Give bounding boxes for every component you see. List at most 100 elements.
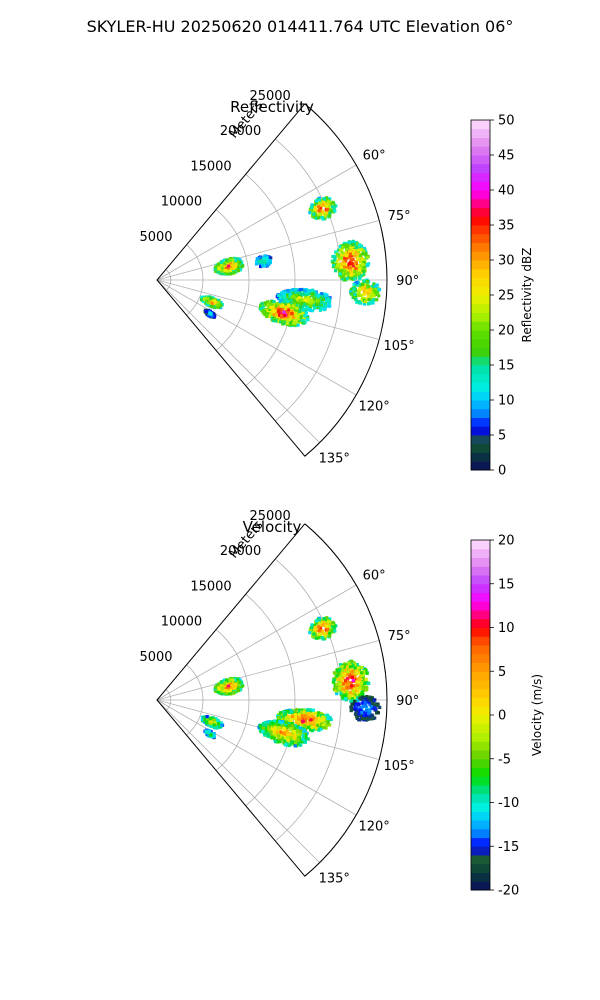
colorbar-segment — [471, 837, 490, 847]
colorbar-segment — [471, 417, 490, 427]
echo-cell — [353, 666, 357, 670]
echo-cell — [298, 305, 302, 309]
echo-cell — [351, 243, 355, 247]
colorbar-segment — [471, 382, 490, 392]
echo-cell — [267, 724, 271, 728]
echo-cell — [219, 260, 223, 264]
echo-cell — [322, 200, 326, 204]
echo-cell — [328, 212, 332, 216]
echo-cell — [280, 298, 284, 302]
reflectivity-panel: Reflectivity 500010000150002000025000Met… — [139, 89, 419, 466]
echo-cell — [213, 718, 217, 722]
echo-cell — [293, 288, 297, 292]
echo-cell — [238, 688, 242, 692]
echo-cell — [296, 742, 300, 746]
echo-cell — [303, 740, 307, 744]
echo-cell — [337, 264, 342, 268]
echo-cell — [365, 685, 369, 689]
echo-cell — [303, 724, 307, 728]
echo-cell — [359, 272, 363, 276]
echo-cell — [352, 283, 356, 287]
echo-cell — [317, 216, 321, 220]
echo-cell — [338, 248, 342, 252]
echo-cell — [318, 214, 322, 218]
echo-cell — [361, 675, 365, 679]
echo-cell — [225, 678, 229, 682]
echo-cell — [346, 243, 350, 247]
echo-cell — [346, 670, 350, 674]
echo-cell — [357, 290, 361, 294]
echo-cell — [304, 711, 308, 715]
echo-cell — [265, 258, 269, 263]
echo-cell — [317, 629, 321, 633]
echo-cell — [324, 622, 328, 627]
echo-cell — [272, 734, 276, 738]
colorbar-segment — [471, 365, 490, 375]
echo-cell — [282, 300, 286, 304]
colorbar-segment — [471, 820, 490, 830]
sector-frame — [156, 523, 388, 877]
echo-cell — [361, 262, 365, 267]
echo-cell — [356, 293, 360, 298]
echo-cell — [346, 673, 350, 677]
echo-cell — [268, 314, 272, 318]
colorbar-segment — [471, 741, 490, 751]
echo-cell — [359, 266, 363, 270]
echo-cell — [323, 634, 327, 638]
echo-cell — [352, 273, 356, 277]
echo-cell — [363, 704, 367, 708]
echo-cell — [368, 702, 372, 706]
echo-cell — [349, 290, 353, 294]
colorbar-segment — [471, 146, 490, 156]
echo-cell — [339, 674, 343, 678]
echo-cell — [232, 271, 236, 275]
echo-cell — [323, 212, 327, 216]
colorbar-segment — [471, 680, 490, 690]
echo-cell — [359, 711, 364, 715]
echo-cell — [318, 296, 322, 300]
echo-cell — [362, 292, 366, 296]
colorbar-segment — [471, 767, 490, 777]
echo-cell — [354, 680, 358, 684]
echo-cell — [333, 209, 337, 213]
echo-cell — [303, 732, 307, 736]
echo-cell — [221, 686, 225, 690]
echo-cell — [348, 254, 352, 258]
echo-cell — [293, 316, 297, 320]
echo-cell — [353, 689, 358, 693]
echo-cell — [318, 206, 323, 211]
echo-cell — [362, 246, 367, 251]
echo-cell — [226, 267, 230, 271]
echo-cell — [301, 719, 305, 723]
echo-cell — [328, 304, 332, 308]
echo-cell — [263, 723, 268, 727]
echo-cell — [360, 671, 364, 675]
echo-cell — [365, 263, 369, 267]
echo-cell — [261, 729, 265, 733]
echo-cell — [296, 728, 300, 733]
echo-cell — [214, 687, 218, 691]
echo-cell — [342, 663, 346, 668]
echo-cell — [316, 621, 320, 625]
echo-cell — [318, 305, 322, 309]
echo-cell — [304, 311, 308, 315]
echo-cell — [270, 730, 274, 734]
echo-cell — [226, 689, 230, 693]
colorbar-segment — [471, 312, 490, 322]
echo-cell — [317, 636, 321, 640]
echo-cell — [308, 708, 312, 712]
echo-cell — [241, 264, 245, 268]
colorbar-segment — [471, 732, 490, 742]
echo-cell — [282, 736, 287, 740]
echo-cell — [337, 255, 341, 259]
echo-cell — [280, 715, 285, 719]
echo-cell — [283, 317, 287, 321]
echo-cell — [298, 709, 302, 713]
echo-cell — [316, 723, 320, 727]
echo-cell — [318, 626, 323, 631]
echo-cell — [325, 627, 330, 631]
echo-cell — [358, 693, 362, 698]
echo-cell — [351, 695, 355, 699]
echo-cell — [208, 717, 213, 721]
echo-cell — [351, 693, 355, 697]
